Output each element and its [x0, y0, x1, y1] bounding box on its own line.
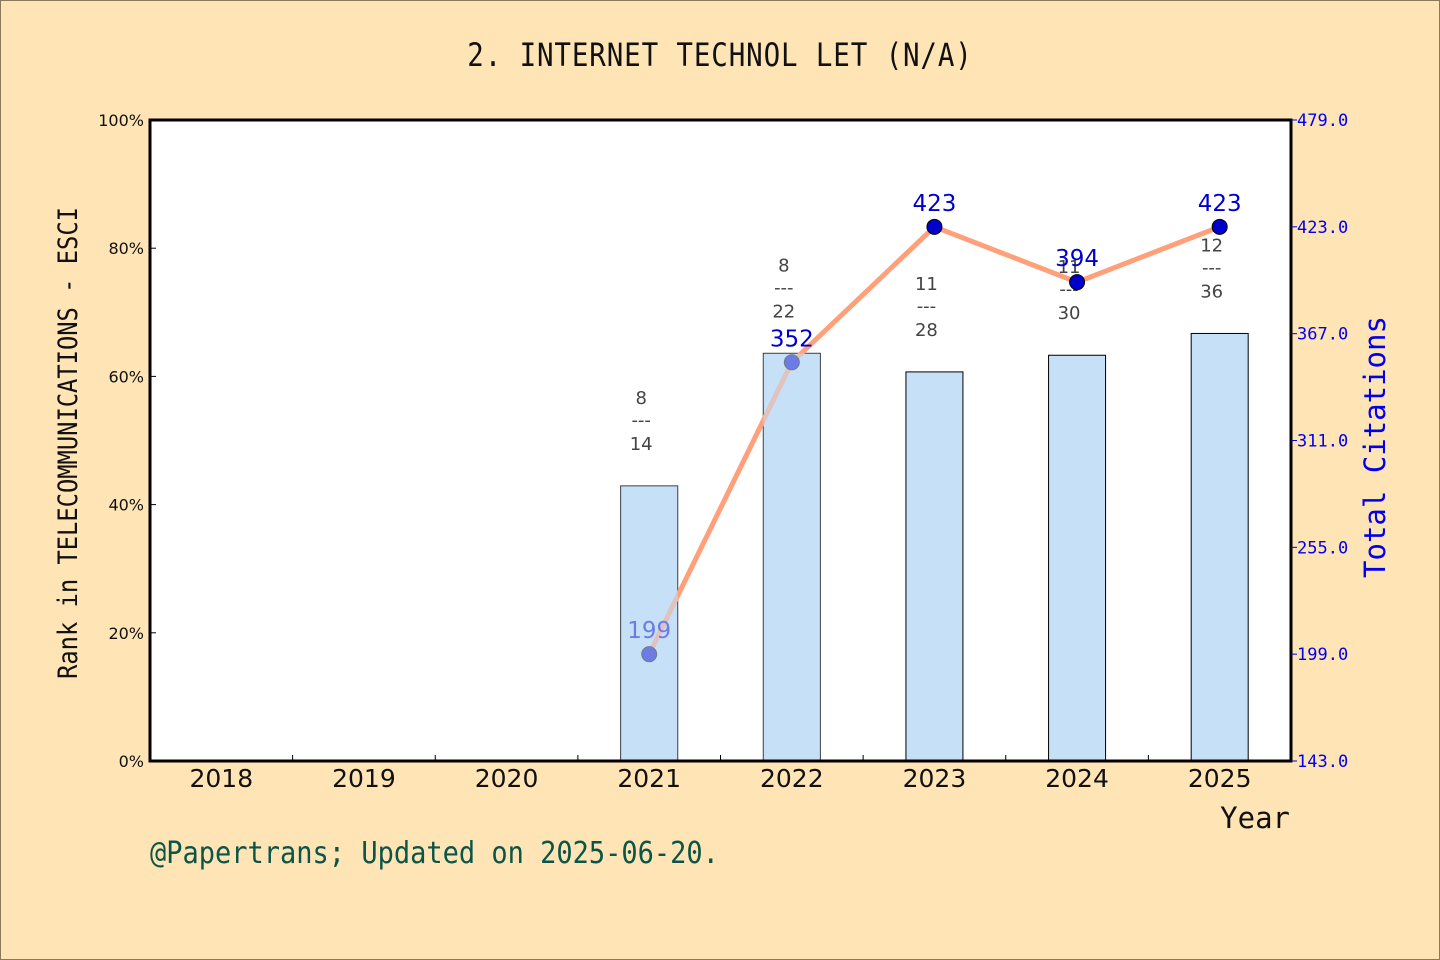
x-tick-label: 2022	[760, 764, 824, 793]
left-axis-ticks: 0% 20% 40% 60% 80% 100%	[98, 111, 156, 771]
citation-line-series: 199352423394423	[620, 191, 1242, 761]
x-tick-label: 2021	[617, 764, 681, 793]
fraction-bar: ---	[774, 277, 794, 298]
bar-rank-label: 11	[1058, 257, 1081, 278]
x-tick-label: 2020	[475, 764, 539, 793]
citation-value-label: 423	[912, 191, 956, 217]
bar-total-label: 28	[915, 320, 938, 341]
bar-total-label: 36	[1200, 281, 1223, 302]
bar-2024	[1048, 354, 1107, 762]
citation-value-label: 352	[770, 326, 814, 352]
bar-rank-label: 11	[915, 274, 938, 295]
right-axis-ticks: 143.0 199.0 255.0 311.0 367.0 423.0 479.0	[1291, 111, 1348, 772]
bar-overlay	[763, 353, 821, 761]
right-tick-label: 255.0	[1297, 538, 1348, 558]
x-axis-label: Year	[1220, 801, 1290, 835]
bar-total-label: 30	[1058, 303, 1081, 324]
left-tick-label: 40%	[108, 496, 144, 515]
right-tick-label: 367.0	[1297, 325, 1348, 345]
left-tick-label: 100%	[98, 111, 144, 130]
bar-total-label: 22	[772, 301, 795, 322]
bar-overlay	[620, 486, 678, 761]
left-axis-label: Rank in TELECOMMUNICATIONS - ESCI	[52, 207, 84, 679]
x-axis-ticks: 2018 2019 2020 2021 2022 2023 2024 2025	[190, 755, 1252, 793]
fraction-bar: ---	[917, 296, 937, 317]
citation-marker	[1211, 218, 1228, 235]
citation-value-label: 423	[1198, 191, 1242, 217]
x-tick-label: 2024	[1045, 764, 1109, 793]
x-tick-label: 2023	[903, 764, 967, 793]
right-axis-label: Total Citations	[1358, 316, 1392, 578]
bar-2025	[1190, 332, 1249, 762]
fraction-bar: ---	[1202, 257, 1222, 278]
left-tick-label: 80%	[108, 239, 144, 258]
bar-rank-label: 8	[635, 388, 646, 409]
right-tick-label: 143.0	[1297, 752, 1348, 772]
citation-marker	[1069, 274, 1086, 291]
chart-title: 2. INTERNET TECHNOL LET (N/A)	[467, 36, 973, 74]
footer-credit: @Papertrans; Updated on 2025-06-20.	[150, 836, 719, 871]
right-tick-label: 199.0	[1297, 645, 1348, 665]
x-tick-label: 2025	[1188, 764, 1252, 793]
bar-rank-label: 12	[1200, 235, 1223, 256]
bar-2023	[905, 371, 964, 762]
x-tick-label: 2019	[332, 764, 396, 793]
right-tick-label: 423.0	[1297, 218, 1348, 238]
left-tick-label: 60%	[108, 367, 144, 386]
right-tick-label: 479.0	[1297, 111, 1348, 131]
bar-rank-label: 8	[778, 255, 789, 276]
x-tick-label: 2018	[190, 764, 254, 793]
citation-marker	[926, 218, 943, 235]
left-tick-label: 0%	[119, 752, 144, 771]
plot-area	[150, 120, 1291, 761]
right-tick-label: 311.0	[1297, 432, 1348, 452]
left-tick-label: 20%	[108, 624, 144, 643]
citation-value-label: 394	[1055, 246, 1099, 272]
bar-total-label: 14	[630, 434, 653, 455]
fraction-bar: ---	[631, 410, 651, 431]
